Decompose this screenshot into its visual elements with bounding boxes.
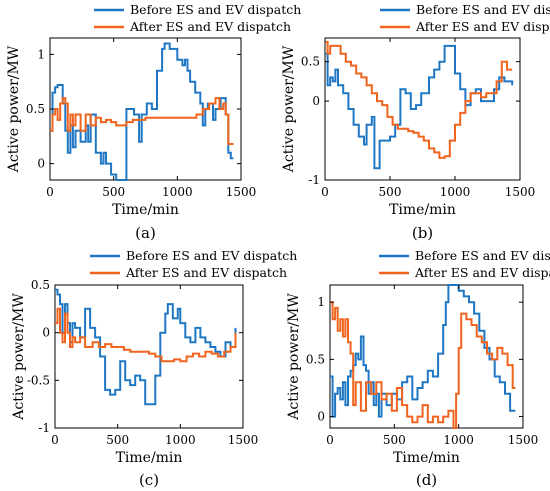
x-axis-label: Time/min	[393, 450, 460, 466]
x-tick-label: 1000	[440, 185, 471, 199]
legend-label-before: Before ES and EV dispatch	[126, 248, 297, 263]
x-axis-label: Time/min	[112, 202, 179, 218]
legend-label-after: After ES and EV dispatch	[414, 265, 550, 280]
panel-label: (a)	[135, 224, 156, 242]
x-tick-label: 0	[321, 185, 329, 199]
x-tick-label: 1000	[443, 433, 474, 447]
legend: Before ES and EV dispatch After ES and EV…	[379, 248, 550, 280]
legend-label-before: Before ES and EV dispatch	[415, 248, 550, 263]
series-line-after	[50, 97, 234, 145]
y-tick-label: -1	[38, 421, 50, 435]
y-tick-label: -1	[308, 173, 320, 187]
series-line-before	[325, 44, 514, 170]
panel-label: (c)	[139, 471, 159, 489]
panel-4: 0 500 1000 1500 0 0.5 1 Time/min Active power/MW…	[286, 248, 550, 489]
x-tick-label: 1000	[165, 433, 196, 447]
x-tick-label: 500	[106, 433, 129, 447]
panel-3: 0 500 1000 1500 -1 -0.5 0 0.5 Time/min Active pow…	[11, 248, 297, 489]
plot-frame	[329, 284, 524, 429]
legend-label-after: After ES and EV dispatch	[125, 265, 287, 280]
y-axis-label: Active power/MW	[281, 45, 297, 173]
y-tick-label: 0.5	[306, 352, 325, 366]
series-line-before	[50, 42, 234, 181]
y-tick-label: 0.5	[31, 278, 50, 292]
x-tick-label: 1500	[508, 433, 539, 447]
y-axis-label: Active power/MW	[11, 293, 27, 421]
y-tick-label: 0	[317, 410, 325, 424]
y-tick-label: 0.5	[301, 55, 320, 69]
x-tick-label: 1000	[162, 185, 193, 199]
series-line-before	[55, 288, 237, 406]
y-tick-label: 0	[37, 157, 45, 171]
x-tick-label: 1500	[226, 185, 257, 199]
y-tick-label: 1	[317, 295, 325, 309]
y-tick-label: 0	[42, 326, 50, 340]
plot-frame	[324, 37, 521, 181]
x-axis-label: Time/min	[116, 450, 183, 466]
legend-label-after: After ES and EV dispatch	[129, 19, 291, 34]
panel-label: (b)	[412, 224, 433, 242]
panel-1: 0 500 1000 1500 0 0.5 1 Time/min Active power/MW…	[6, 2, 301, 242]
legend: Before ES and EV dispatch After ES and EV…	[380, 2, 550, 34]
x-tick-label: 1500	[505, 185, 536, 199]
x-tick-label: 500	[379, 185, 402, 199]
x-tick-label: 500	[102, 185, 125, 199]
x-axis-label: Time/min	[389, 202, 456, 218]
x-tick-label: 0	[326, 433, 334, 447]
plot-frame	[54, 284, 244, 429]
legend-label-before: Before ES and EV dispatch	[130, 2, 301, 17]
x-tick-label: 1500	[228, 433, 259, 447]
y-tick-label: 0	[312, 94, 320, 108]
y-tick-label: 0.5	[26, 102, 45, 116]
panel-label: (d)	[416, 471, 437, 489]
y-tick-label: -0.5	[27, 373, 50, 387]
legend-label-before: Before ES and EV dispatch	[416, 2, 550, 17]
y-axis-label: Active power/MW	[286, 293, 302, 421]
series-line-after	[55, 307, 237, 363]
x-tick-label: 0	[46, 185, 54, 199]
legend: Before ES and EV dispatch After ES and EV…	[94, 2, 301, 34]
legend: Before ES and EV dispatch After ES and EV…	[90, 248, 297, 280]
series-line-after	[325, 40, 513, 159]
legend-label-after: After ES and EV dispatch	[415, 19, 550, 34]
series-line-after	[330, 301, 516, 429]
x-tick-label: 0	[51, 433, 59, 447]
x-tick-label: 500	[383, 433, 406, 447]
y-axis-label: Active power/MW	[6, 45, 22, 173]
y-tick-label: 1	[37, 47, 45, 61]
